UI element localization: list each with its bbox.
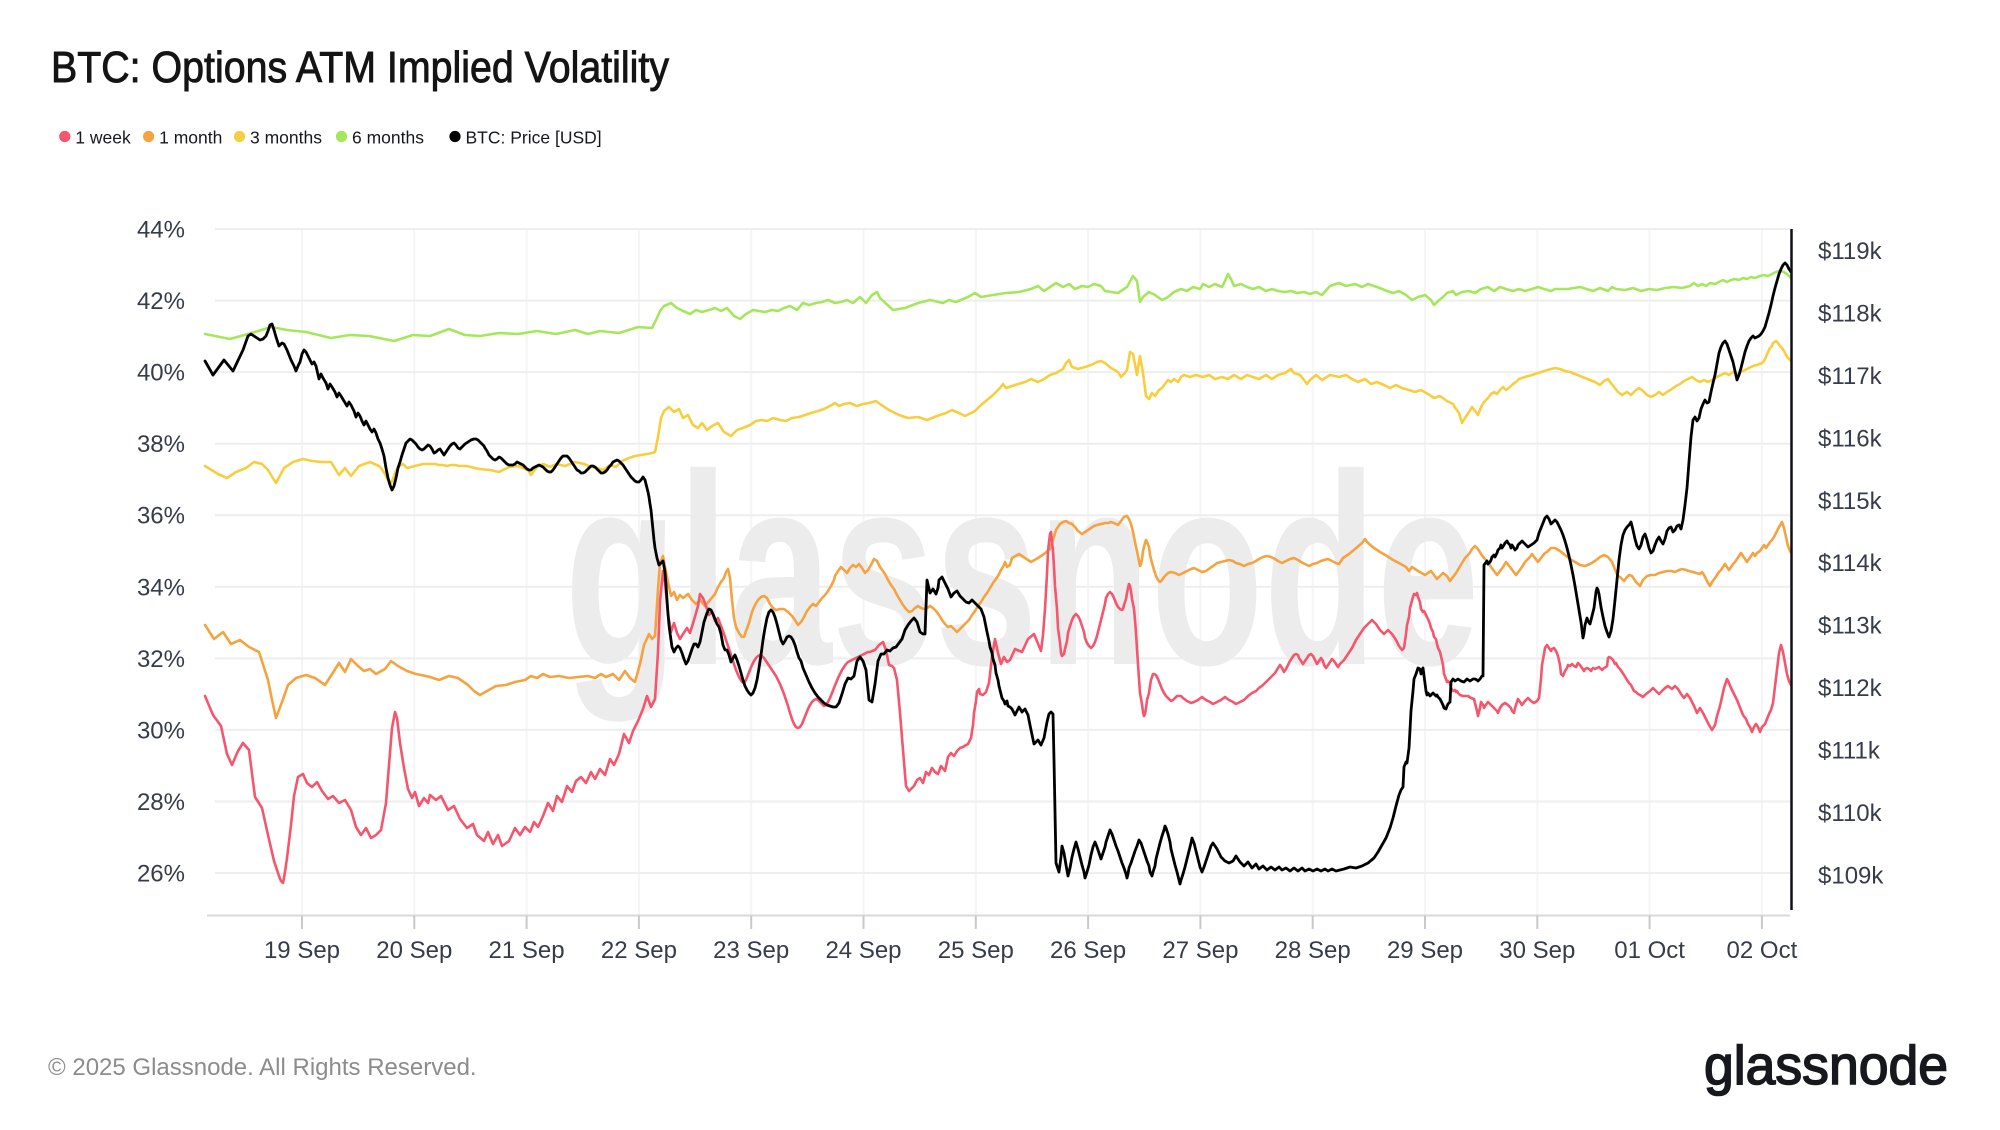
svg-text:BTC: Options ATM Implied Volat: BTC: Options ATM Implied Volatility — [51, 43, 669, 92]
svg-text:36%: 36% — [137, 503, 185, 530]
svg-text:$117k: $117k — [1818, 363, 1883, 390]
svg-text:30%: 30% — [137, 717, 185, 744]
svg-text:$118k: $118k — [1818, 300, 1883, 327]
svg-text:22 Sep: 22 Sep — [601, 937, 677, 964]
svg-text:BTC: Price [USD]: BTC: Price [USD] — [466, 128, 602, 148]
svg-text:26 Sep: 26 Sep — [1050, 937, 1126, 964]
svg-text:19 Sep: 19 Sep — [264, 937, 340, 964]
svg-text:glassnode: glassnode — [1704, 1034, 1948, 1096]
svg-text:44%: 44% — [137, 217, 185, 244]
svg-text:01 Oct: 01 Oct — [1614, 937, 1685, 964]
svg-text:32%: 32% — [137, 646, 185, 673]
svg-text:02 Oct: 02 Oct — [1727, 937, 1798, 964]
svg-text:42%: 42% — [137, 288, 185, 315]
svg-text:$119k: $119k — [1818, 238, 1883, 265]
svg-text:25 Sep: 25 Sep — [938, 937, 1014, 964]
svg-text:$112k: $112k — [1818, 675, 1883, 702]
svg-text:1 week: 1 week — [75, 128, 131, 148]
svg-text:1 month: 1 month — [159, 128, 222, 148]
svg-text:40%: 40% — [137, 360, 185, 387]
svg-text:24 Sep: 24 Sep — [825, 937, 901, 964]
svg-text:$115k: $115k — [1818, 488, 1883, 515]
svg-text:26%: 26% — [137, 861, 185, 888]
svg-text:$113k: $113k — [1818, 613, 1883, 640]
svg-text:$109k: $109k — [1818, 863, 1884, 890]
svg-text:$116k: $116k — [1818, 425, 1883, 452]
svg-text:3 months: 3 months — [250, 128, 322, 148]
svg-text:glassnode: glassnode — [565, 418, 1480, 724]
svg-text:21 Sep: 21 Sep — [489, 937, 565, 964]
svg-text:38%: 38% — [137, 431, 185, 458]
svg-text:$114k: $114k — [1818, 550, 1883, 577]
svg-text:6 months: 6 months — [352, 128, 424, 148]
svg-text:29 Sep: 29 Sep — [1387, 937, 1463, 964]
svg-text:23 Sep: 23 Sep — [713, 937, 789, 964]
svg-text:$110k: $110k — [1818, 800, 1883, 827]
svg-text:34%: 34% — [137, 574, 185, 601]
svg-text:$111k: $111k — [1818, 738, 1881, 765]
svg-text:30 Sep: 30 Sep — [1499, 937, 1575, 964]
svg-text:20 Sep: 20 Sep — [376, 937, 452, 964]
svg-text:© 2025 Glassnode. All Rights R: © 2025 Glassnode. All Rights Reserved. — [48, 1054, 477, 1081]
svg-text:28%: 28% — [137, 789, 185, 816]
svg-text:27 Sep: 27 Sep — [1162, 937, 1238, 964]
svg-text:28 Sep: 28 Sep — [1275, 937, 1351, 964]
